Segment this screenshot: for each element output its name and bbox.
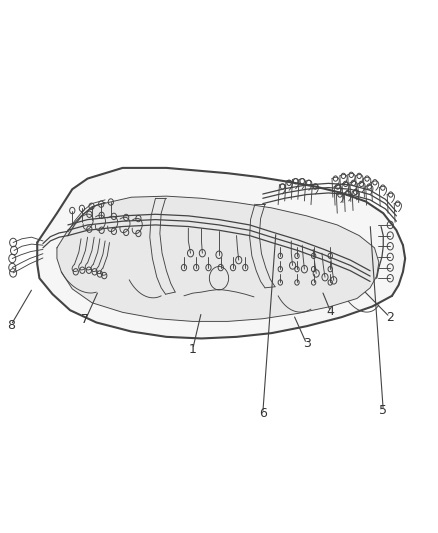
- Text: 7: 7: [81, 313, 89, 326]
- Text: 1: 1: [189, 343, 197, 356]
- Polygon shape: [57, 196, 379, 321]
- Text: 5: 5: [379, 404, 387, 417]
- Polygon shape: [37, 168, 405, 338]
- Text: 2: 2: [386, 311, 394, 324]
- Text: 8: 8: [7, 319, 15, 332]
- Text: 4: 4: [327, 305, 335, 318]
- Text: 3: 3: [303, 337, 311, 350]
- Text: 6: 6: [259, 407, 267, 419]
